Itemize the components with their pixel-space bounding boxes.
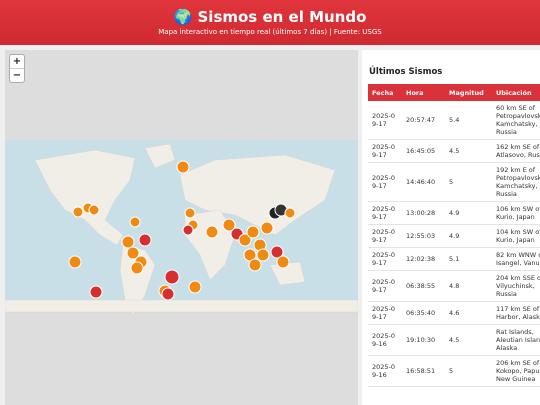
marker[interactable] [222,218,236,232]
zoom-out[interactable]: − [10,68,24,82]
cell: 5 [445,162,492,202]
cell: 12:55:03 [402,224,445,248]
cell: 104 km SW of Kurio, Japan [492,224,540,248]
quake-row[interactable]: 2025-09-17 16:45:05 4.5 162 km SE of Atlaso… [368,139,540,163]
markers [68,160,296,301]
quake-row[interactable]: 2025-09-17 14:46:40 5 192 km E of Petropavl… [368,162,540,202]
cell: 4.9 [445,224,492,248]
title: 🌍 Sismos en el Mundo [173,8,367,26]
marker[interactable] [130,261,144,275]
cell: 12:02:38 [402,247,445,271]
header: 🌍 Sismos en el Mundo Mapa interactivo en… [0,0,540,45]
cell: 2025-09-16 [368,355,402,387]
marker[interactable] [126,246,140,260]
marker[interactable] [182,224,194,236]
column-header: Hora [402,84,445,101]
cell: 4.8 [445,270,492,302]
column-header: Ubicación [492,84,540,101]
cell: 5.1 [445,247,492,271]
cell: 06:35:40 [402,301,445,325]
side-panel: Últimos Sismos Fecha Hora Magnitud Ubicació… [362,50,540,405]
marker[interactable] [164,269,180,285]
cell: 2025-09-17 [368,201,402,225]
cell: 60 km SE of Petropavlovsk-Kamchatsky, Ru… [492,101,540,140]
map[interactable]: + − [5,50,358,405]
cell: 13:00:28 [402,201,445,225]
cell: 4.5 [445,139,492,163]
cell: 82 km WNW of Isangel, Vanuatu [492,247,540,271]
marker[interactable] [188,280,202,294]
marker[interactable] [121,235,135,249]
cell: Rat Islands, Aleutian Islands, Alaska [492,324,540,356]
table-body: 2025-09-17 20:57:47 5.4 60 km SE of Petropa… [368,101,540,387]
cell: 2025-09-17 [368,247,402,271]
cell: 2025-09-17 [368,224,402,248]
subtitle: Mapa interactivo en tiempo real (últimos… [158,28,382,36]
cell: 206 km SE of Kokopo, Papua New Guinea [492,355,540,387]
cell: 192 km E of Petropavlovsk-Kamchatsky, Ru… [492,162,540,202]
marker[interactable] [238,233,252,247]
cell: 5.4 [445,101,492,140]
cell: 2025-09-17 [368,101,402,140]
quake-table: Fecha Hora Magnitud Ubicación 2025-09-17 20:… [368,84,540,387]
quake-row[interactable]: 2025-09-17 20:57:47 5.4 60 km SE of Petropa… [368,101,540,140]
map-canvas [5,140,358,316]
cell: 19:10:30 [402,324,445,356]
marker[interactable] [246,225,260,239]
marker[interactable] [260,221,274,235]
cell: 5 [445,355,492,387]
panel-title: Últimos Sismos [369,67,443,77]
cell: 106 km SW of Kurio, Japan [492,201,540,225]
cell: 2025-09-16 [368,324,402,356]
quake-row[interactable]: 2025-09-17 12:55:03 4.9 104 km SW of Kurio,… [368,224,540,248]
cell: 4.6 [445,301,492,325]
quake-row[interactable]: 2025-09-16 19:10:30 4.5 Rat Islands, Aleuti… [368,324,540,356]
cell: 20:57:47 [402,101,445,140]
header-row: Fecha Hora Magnitud Ubicación [368,84,540,101]
zoom-control: + − [9,54,25,83]
marker[interactable] [138,233,152,247]
marker[interactable] [256,248,270,262]
marker[interactable] [161,287,175,301]
cell: 2025-09-17 [368,301,402,325]
quake-row[interactable]: 2025-09-17 06:38:55 4.8 204 km SSE of Vilyu… [368,270,540,302]
marker[interactable] [270,245,284,259]
quake-row[interactable]: 2025-09-16 16:58:51 5 206 km SE of Kokopo, … [368,355,540,387]
cell: 117 km SE of Old Harbor, Alaska [492,301,540,325]
marker[interactable] [68,255,82,269]
marker[interactable] [89,285,103,299]
cell: 162 km SE of Atlasovo, Russia [492,139,540,163]
marker[interactable] [205,225,219,239]
marker[interactable] [276,255,290,269]
marker[interactable] [129,216,141,228]
cell: 2025-09-17 [368,139,402,163]
marker[interactable] [284,207,296,219]
cell: 2025-09-17 [368,270,402,302]
cell: 4.5 [445,324,492,356]
marker[interactable] [176,160,190,174]
cell: 204 km SSE of Vilyuchinsk, Russia [492,270,540,302]
zoom-in[interactable]: + [12,56,22,67]
column-header: Fecha [368,84,402,101]
cell: 14:46:40 [402,162,445,202]
quake-row[interactable]: 2025-09-17 13:00:28 4.9 106 km SW of Kurio,… [368,201,540,225]
column-header: Magnitud [445,84,492,101]
marker[interactable] [88,204,100,216]
cell: 16:58:51 [402,355,445,387]
marker[interactable] [184,207,196,219]
marker[interactable] [248,258,262,272]
marker[interactable] [72,206,84,218]
cell: 4.9 [445,201,492,225]
cell: 06:38:55 [402,270,445,302]
cell: 2025-09-17 [368,162,402,202]
cell: 16:45:05 [402,139,445,163]
